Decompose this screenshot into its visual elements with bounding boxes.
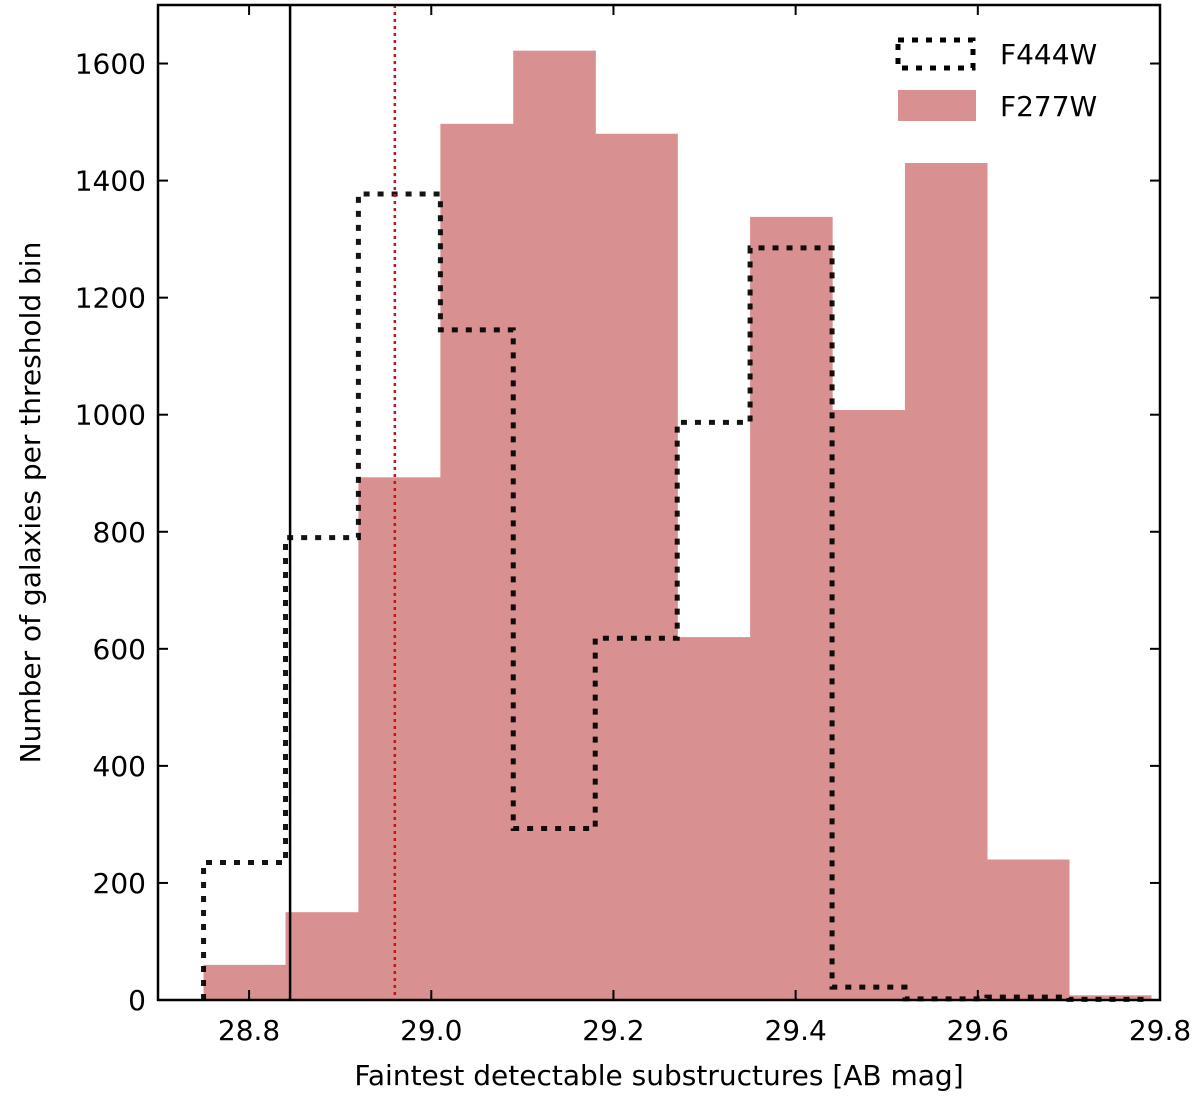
x-axis-title: Faintest detectable substructures [AB ma… bbox=[354, 1059, 963, 1092]
ticks-layer bbox=[158, 5, 1161, 1001]
x-tick-labels: 28.8 29.0 29.2 29.4 29.6 29.8 bbox=[218, 1014, 1191, 1047]
f277w-bar-0 bbox=[203, 964, 287, 1000]
x-tick-label-5: 29.8 bbox=[1129, 1014, 1191, 1047]
f277w-bar-4 bbox=[513, 50, 596, 1000]
legend-swatch-f277w bbox=[898, 90, 976, 121]
f444w-step-layer bbox=[201, 191, 1154, 1002]
f277w-bar-10 bbox=[986, 859, 1070, 1000]
y-axis-title: Number of galaxies per threshold bin bbox=[14, 242, 47, 764]
f277w-bar-9 bbox=[904, 163, 988, 1000]
x-tick-label-2: 29.2 bbox=[582, 1014, 644, 1047]
legend-swatch-f444w bbox=[895, 37, 976, 71]
f277w-bar-8 bbox=[832, 410, 906, 1000]
x-tick-label-3: 29.4 bbox=[764, 1014, 826, 1047]
f277w-bar-1 bbox=[285, 912, 359, 1000]
legend-label-f277w: F277W bbox=[1000, 90, 1097, 123]
y-tick-label-7: 1400 bbox=[75, 165, 146, 198]
y-tick-label-4: 800 bbox=[93, 516, 146, 549]
y-tick-label-1: 200 bbox=[93, 867, 146, 900]
y-tick-label-2: 400 bbox=[93, 750, 146, 783]
reference-lines-layer bbox=[288, 5, 397, 1000]
f277w-bar-3 bbox=[440, 123, 514, 1001]
f277w-bar-5 bbox=[595, 133, 678, 1000]
x-tick-label-4: 29.6 bbox=[947, 1014, 1009, 1047]
f277w-bar-7 bbox=[750, 216, 833, 1000]
plot-frame bbox=[156, 3, 1162, 1002]
legend: F444W F277W bbox=[895, 37, 1097, 123]
f444w-step-line bbox=[201, 191, 1154, 1002]
f277w-bar-2 bbox=[358, 477, 441, 1000]
y-tick-label-3: 600 bbox=[93, 633, 146, 666]
f277w-bar-6 bbox=[677, 637, 751, 1000]
y-tick-labels: 0 200 400 600 800 1000 1200 1400 1600 bbox=[75, 48, 146, 1017]
y-tick-label-8: 1600 bbox=[75, 48, 146, 81]
y-tick-label-6: 1200 bbox=[75, 282, 146, 315]
legend-label-f444w: F444W bbox=[1000, 38, 1097, 71]
x-tick-label-1: 29.0 bbox=[400, 1014, 462, 1047]
f277w-bars-layer bbox=[203, 50, 1152, 1001]
x-tick-label-0: 28.8 bbox=[218, 1014, 280, 1047]
y-tick-label-5: 1000 bbox=[75, 399, 146, 432]
y-tick-label-0: 0 bbox=[128, 984, 146, 1017]
